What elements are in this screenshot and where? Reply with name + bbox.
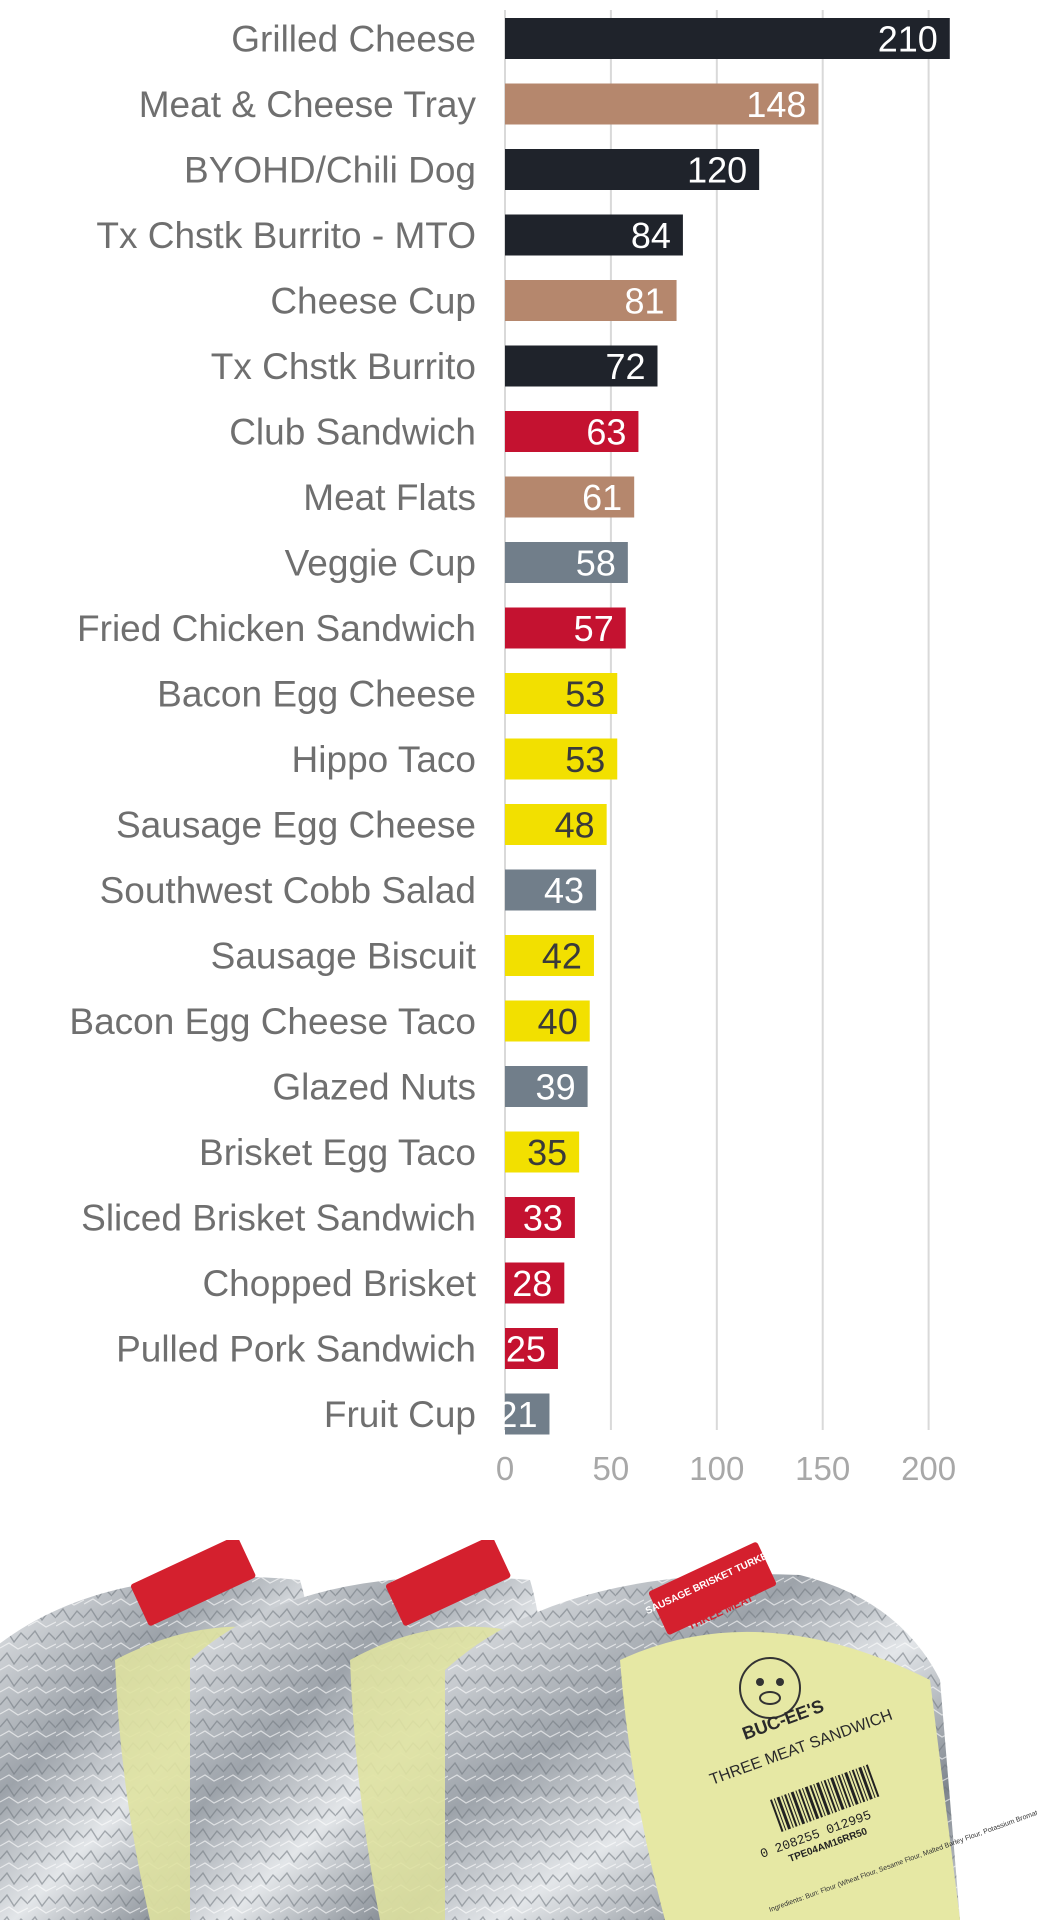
category-label-21: Fruit Cup (324, 1394, 476, 1435)
value-label-13: 43 (544, 870, 584, 911)
value-label-12: 48 (555, 805, 595, 846)
category-label-17: Brisket Egg Taco (199, 1132, 476, 1173)
bar-2 (505, 149, 760, 190)
value-label-6: 63 (586, 412, 626, 453)
bar-18 (505, 1197, 575, 1238)
bar-12 (505, 804, 607, 845)
bar-0 (505, 18, 950, 59)
category-label-11: Hippo Taco (292, 739, 476, 780)
value-label-2: 120 (687, 150, 747, 191)
x-tick-label-2: 100 (689, 1450, 744, 1487)
sandwich-front: SAUSAGE BRISKET TURKEY THREE MEAT BUC-EE… (445, 1542, 1037, 1920)
category-label-16: Glazed Nuts (272, 1067, 476, 1108)
bar-15 (505, 1000, 590, 1042)
value-label-15: 40 (538, 1001, 578, 1042)
category-label-4: Cheese Cup (270, 281, 476, 322)
category-label-7: Meat Flats (303, 477, 476, 518)
category-label-20: Pulled Pork Sandwich (116, 1329, 476, 1370)
category-label-5: Tx Chstk Burrito (211, 346, 476, 387)
bar-13 (505, 869, 597, 911)
category-label-10: Bacon Egg Cheese (157, 674, 476, 715)
bar-9 (505, 607, 626, 649)
bar-10 (505, 673, 618, 714)
value-label-21: 21 (497, 1394, 537, 1435)
category-label-19: Chopped Brisket (202, 1263, 476, 1304)
category-label-14: Sausage Biscuit (211, 936, 477, 977)
bar-11 (505, 738, 618, 780)
bar-16 (505, 1066, 588, 1107)
value-label-11: 53 (565, 739, 605, 780)
x-tick-label-1: 50 (593, 1450, 630, 1487)
value-labels: 210 148 120 84 81 72 63 61 58 57 53 53 48 43 42 40 39 35 3… (497, 19, 937, 1436)
category-label-15: Bacon Egg Cheese Taco (69, 1001, 476, 1042)
bar-7 (505, 476, 635, 518)
x-tick-label-4: 200 (901, 1450, 956, 1487)
x-tick-label-3: 150 (795, 1450, 850, 1487)
bar-21 (505, 1393, 550, 1435)
category-label-3: Tx Chstk Burrito - MTO (96, 215, 476, 256)
bar-1 (505, 83, 819, 125)
bar-4 (505, 280, 677, 321)
value-label-14: 42 (542, 936, 582, 977)
bar-5 (505, 345, 658, 387)
category-label-13: Southwest Cobb Salad (100, 870, 476, 911)
bar-3 (505, 214, 683, 256)
bar-6 (505, 411, 639, 452)
category-labels: Grilled Cheese Meat & Cheese Tray BYOHD/Ch… (69, 19, 476, 1436)
bar-20 (505, 1328, 558, 1369)
bars (505, 18, 950, 1435)
category-label-6: Club Sandwich (229, 412, 476, 453)
barcode-icon (770, 1764, 880, 1832)
category-label-8: Veggie Cup (285, 543, 476, 584)
value-label-3: 84 (631, 215, 671, 256)
value-label-7: 61 (582, 477, 622, 518)
category-label-1: Meat & Cheese Tray (139, 84, 477, 125)
value-label-8: 58 (576, 543, 616, 584)
value-label-0: 210 (878, 19, 938, 60)
category-label-2: BYOHD/Chili Dog (184, 150, 476, 191)
value-label-20: 25 (506, 1329, 546, 1370)
bar-8 (505, 542, 628, 583)
value-label-5: 72 (605, 346, 645, 387)
value-label-17: 35 (527, 1132, 567, 1173)
category-label-18: Sliced Brisket Sandwich (81, 1198, 476, 1239)
value-label-1: 148 (746, 84, 806, 125)
category-label-0: Grilled Cheese (231, 19, 476, 60)
bucees-logo-icon (739, 1657, 801, 1719)
value-label-4: 81 (625, 281, 665, 322)
category-label-12: Sausage Egg Cheese (116, 805, 476, 846)
value-label-9: 57 (574, 608, 614, 649)
bar-chart: Grilled Cheese Meat & Cheese Tray BYOHD/Ch… (69, 10, 956, 1487)
three-meat-sandwich-photo: SAUSAGE BRISKET TURKEY THREE MEAT BUC-EE… (0, 1540, 1037, 1920)
category-label-9: Fried Chicken Sandwich (77, 608, 476, 649)
bar-14 (505, 935, 594, 976)
x-tick-label-0: 0 (496, 1450, 514, 1487)
value-label-19: 28 (512, 1263, 552, 1304)
bar-17 (505, 1131, 580, 1173)
bar-19 (505, 1262, 565, 1304)
x-axis-ticks: 0 50 100 150 200 (496, 1450, 956, 1487)
value-label-10: 53 (565, 674, 605, 715)
value-label-16: 39 (536, 1067, 576, 1108)
value-label-18: 33 (523, 1198, 563, 1239)
